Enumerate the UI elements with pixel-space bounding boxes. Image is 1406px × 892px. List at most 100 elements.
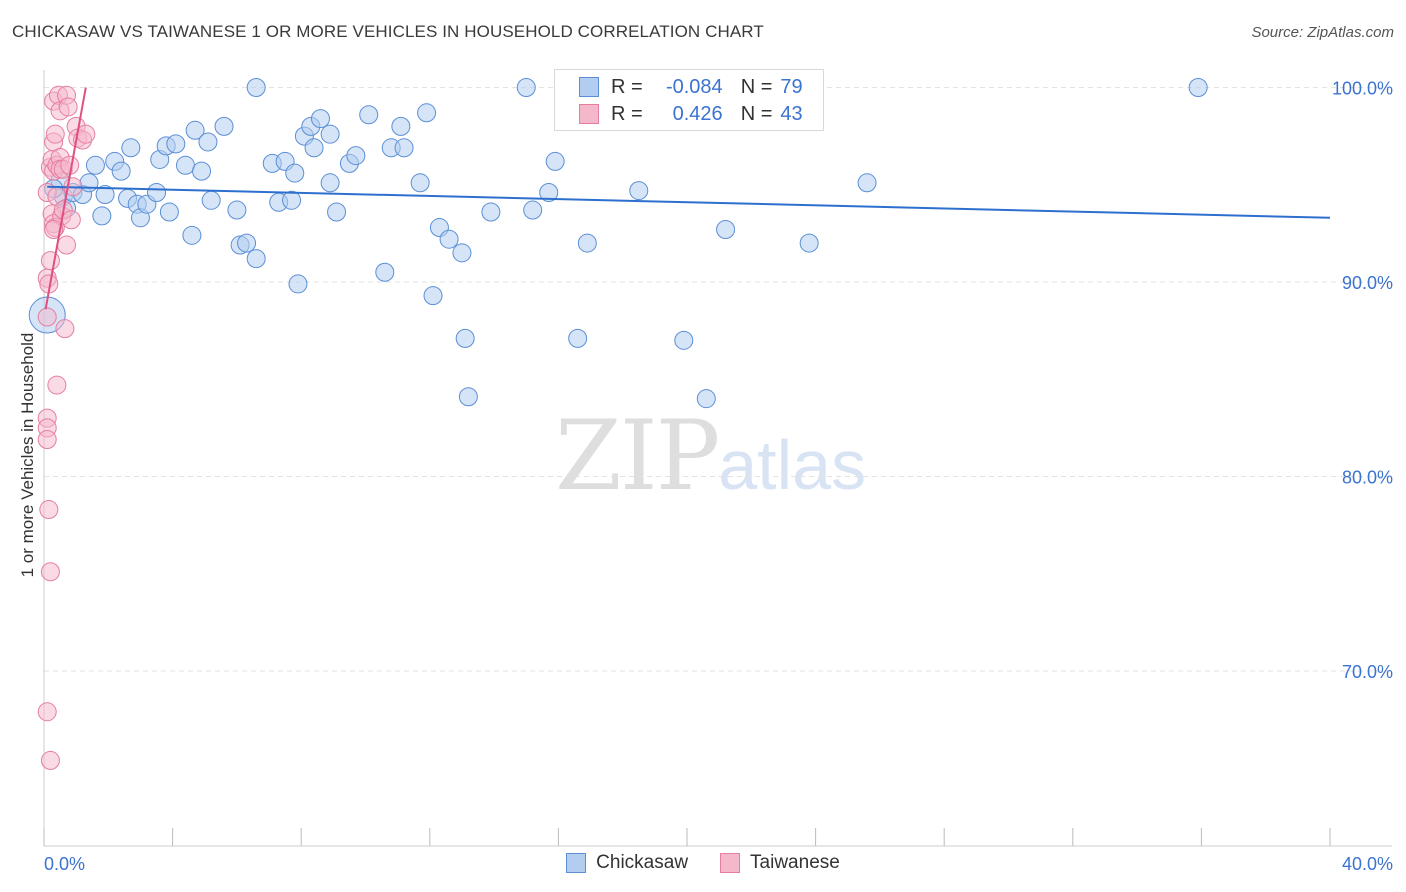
chickasaw-point <box>391 116 411 136</box>
chickasaw-point <box>417 103 437 123</box>
y-tick-label: 80.0% <box>1342 467 1393 487</box>
chickasaw-point <box>79 173 99 193</box>
watermark-atlas: atlas <box>718 426 867 504</box>
legend-swatch-blue <box>566 853 587 873</box>
taiwanese-point <box>76 124 96 144</box>
taiwanese-point <box>58 97 78 117</box>
chickasaw-point <box>288 274 308 294</box>
legend-r-value: 0.426 <box>672 102 723 125</box>
legend-label-chickasaw: Chickasaw <box>596 852 689 873</box>
chickasaw-point <box>523 200 543 220</box>
gridlines <box>44 87 1392 672</box>
chickasaw-point <box>629 181 649 201</box>
chickasaw-point <box>182 225 202 245</box>
chickasaw-point <box>458 387 478 407</box>
chickasaw-point <box>481 202 501 222</box>
legend-n-label: N = <box>740 75 773 98</box>
chickasaw-point <box>346 146 366 166</box>
chickasaw-point <box>545 151 565 171</box>
chickasaw-point <box>320 124 340 144</box>
legend-n-label: N = <box>740 102 773 125</box>
chickasaw-point <box>375 262 395 282</box>
chickasaw-point <box>320 173 340 193</box>
chickasaw-trend-line <box>47 185 1331 219</box>
y-tick-label: 100.0% <box>1332 79 1393 99</box>
chickasaw-point <box>674 330 694 350</box>
legend-n-value: 43 <box>780 102 803 125</box>
legend-row-taiwanese: R = 0.426 N = 43 <box>579 101 803 127</box>
legend-item-taiwanese[interactable]: Taiwanese <box>720 852 840 874</box>
chickasaw-point <box>147 183 167 203</box>
legend-r-value: -0.084 <box>665 75 723 98</box>
chickasaw-point <box>111 161 131 181</box>
chickasaw-point <box>696 389 716 409</box>
chickasaw-point <box>192 161 212 181</box>
chickasaw-point <box>310 109 330 129</box>
chickasaw-point <box>159 202 179 222</box>
chickasaw-point <box>227 200 247 220</box>
taiwanese-point <box>39 500 59 520</box>
taiwanese-trend-line <box>44 87 87 310</box>
chickasaw-point <box>539 183 559 203</box>
x-tick-label: 40.0% <box>1342 854 1393 874</box>
chickasaw-point <box>237 233 257 253</box>
taiwanese-point <box>37 702 57 722</box>
chickasaw-point <box>1188 78 1208 98</box>
source-label[interactable]: Source: ZipAtlas.com <box>1251 24 1394 41</box>
stats-legend: R = -0.084 N = 79 R = 0.426 N = 43 <box>554 69 824 131</box>
chart-title: CHICKASAW VS TAIWANESE 1 OR MORE VEHICLE… <box>12 22 764 41</box>
chickasaw-point <box>95 184 115 204</box>
taiwanese-point <box>44 219 64 239</box>
x-tick-label: 0.0% <box>44 854 85 874</box>
taiwanese-point <box>61 210 81 230</box>
chickasaw-point <box>799 233 819 253</box>
taiwanese-points <box>37 85 96 770</box>
legend-label-taiwanese: Taiwanese <box>750 852 840 873</box>
chickasaw-point <box>201 190 221 210</box>
chickasaw-point <box>198 132 218 152</box>
chickasaw-point <box>455 328 475 348</box>
series-legend: Chickasaw Taiwanese <box>0 852 1406 874</box>
chickasaw-point <box>304 138 324 158</box>
chickasaw-point <box>516 78 536 98</box>
chickasaw-point <box>175 155 195 175</box>
chickasaw-point <box>214 116 234 136</box>
trend-lines <box>44 87 1331 310</box>
chickasaw-point <box>121 138 141 158</box>
chickasaw-point <box>327 202 347 222</box>
chickasaw-points <box>28 78 1208 409</box>
taiwanese-point <box>40 750 60 770</box>
chickasaw-point <box>92 206 112 226</box>
chickasaw-point <box>452 243 472 263</box>
axes <box>43 70 1392 847</box>
watermark-zip: ZIP <box>555 400 720 512</box>
taiwanese-point <box>45 124 65 144</box>
taiwanese-point <box>47 375 67 395</box>
chickasaw-point <box>285 163 305 183</box>
taiwanese-point <box>40 251 60 271</box>
legend-row-chickasaw: R = -0.084 N = 79 <box>579 74 803 100</box>
legend-swatch-pink <box>720 853 741 873</box>
chickasaw-point <box>410 173 430 193</box>
chickasaw-point <box>439 229 459 249</box>
y-tick-label: 70.0% <box>1342 662 1393 682</box>
chickasaw-point <box>246 78 266 98</box>
chickasaw-point <box>246 249 266 269</box>
chickasaw-point <box>423 286 443 306</box>
tick-labels: 70.0% 80.0% 90.0% 100.0% 0.0% 40.0% <box>44 79 1393 874</box>
legend-r-label: R = <box>611 102 643 125</box>
chickasaw-point <box>577 233 597 253</box>
legend-swatch-pink <box>579 104 599 124</box>
chickasaw-point <box>185 120 205 140</box>
legend-swatch-blue <box>579 77 599 97</box>
chickasaw-point <box>359 105 379 125</box>
taiwanese-point <box>37 307 57 327</box>
taiwanese-point <box>55 319 75 339</box>
legend-item-chickasaw[interactable]: Chickasaw <box>566 852 688 874</box>
legend-r-label: R = <box>611 75 643 98</box>
watermark: ZIPatlas <box>555 400 866 512</box>
taiwanese-point <box>37 430 57 450</box>
chickasaw-point <box>282 190 302 210</box>
taiwanese-point <box>40 562 60 582</box>
